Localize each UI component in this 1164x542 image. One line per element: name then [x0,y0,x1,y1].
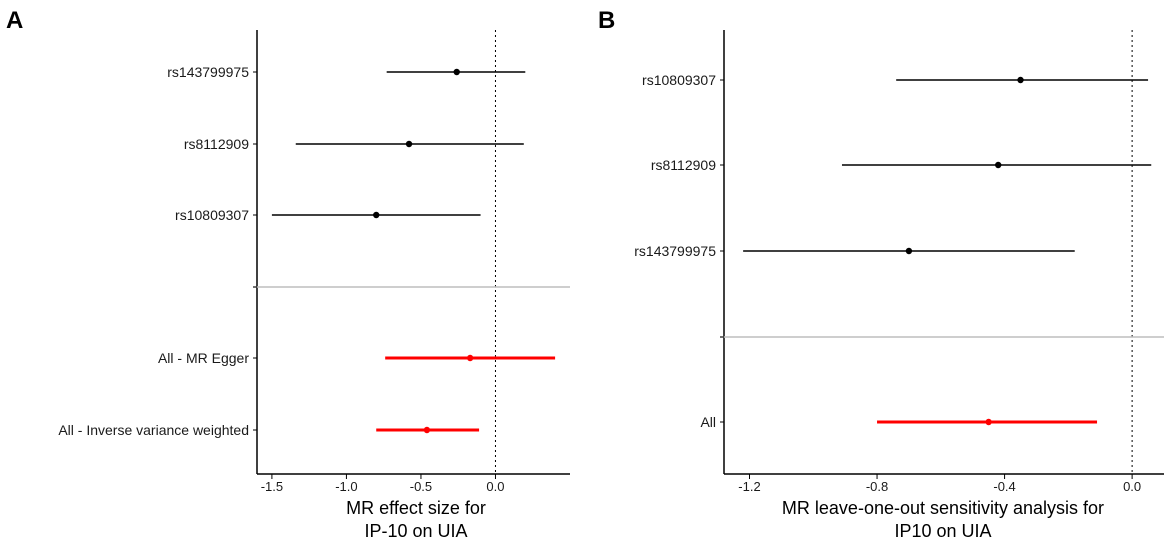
x-tick-label: -0.4 [993,479,1015,494]
point-estimate-dot [373,211,380,219]
x-tick-label: -0.8 [866,479,888,494]
panel-letter: B [598,7,615,34]
row-label: rs10809307 [642,72,716,88]
x-tick-label: 0.0 [1123,479,1141,494]
x-tick-label: -0.5 [410,479,432,494]
x-axis-title-line: MR effect size for [346,498,486,518]
point-estimate-dot [466,354,474,362]
x-tick-label: 0.0 [486,479,504,494]
point-estimate-dot [405,140,413,148]
panel-b: B -1.2 -0.8 -0.4 0.0 MR leave-one-out sensiti… [598,7,1164,541]
point-estimate-dot [995,161,1002,169]
x-axis-title-line: IP-10 on UIA [364,521,467,541]
row-label: All [700,414,716,430]
row-label: All - Inverse variance weighted [58,422,249,438]
x-axis-title-line: MR leave-one-out sensitivity analysis fo… [782,498,1104,518]
row-label: rs8112909 [651,157,716,173]
panel-a: A -1.5 -1.0 -0.5 0.0MR effect size for IP-10 … [6,7,570,541]
point-estimate-dot [453,68,460,76]
row-label: rs10809307 [175,207,249,223]
x-tick-label: -1.0 [335,479,357,494]
row-label: All - MR Egger [158,350,249,366]
x-tick-label: -1.5 [261,479,283,494]
row-label: rs143799975 [634,243,716,259]
point-estimate-dot [905,247,913,255]
row-label: rs8112909 [184,136,249,152]
panel-letter: A [6,7,23,34]
row-label: rs143799975 [167,64,249,80]
x-axis-title-line: IP10 on UIA [894,521,991,541]
point-estimate-dot [985,418,992,426]
point-estimate-dot [1017,76,1024,84]
x-tick-label: -1.2 [738,479,760,494]
point-estimate-dot [423,426,431,434]
